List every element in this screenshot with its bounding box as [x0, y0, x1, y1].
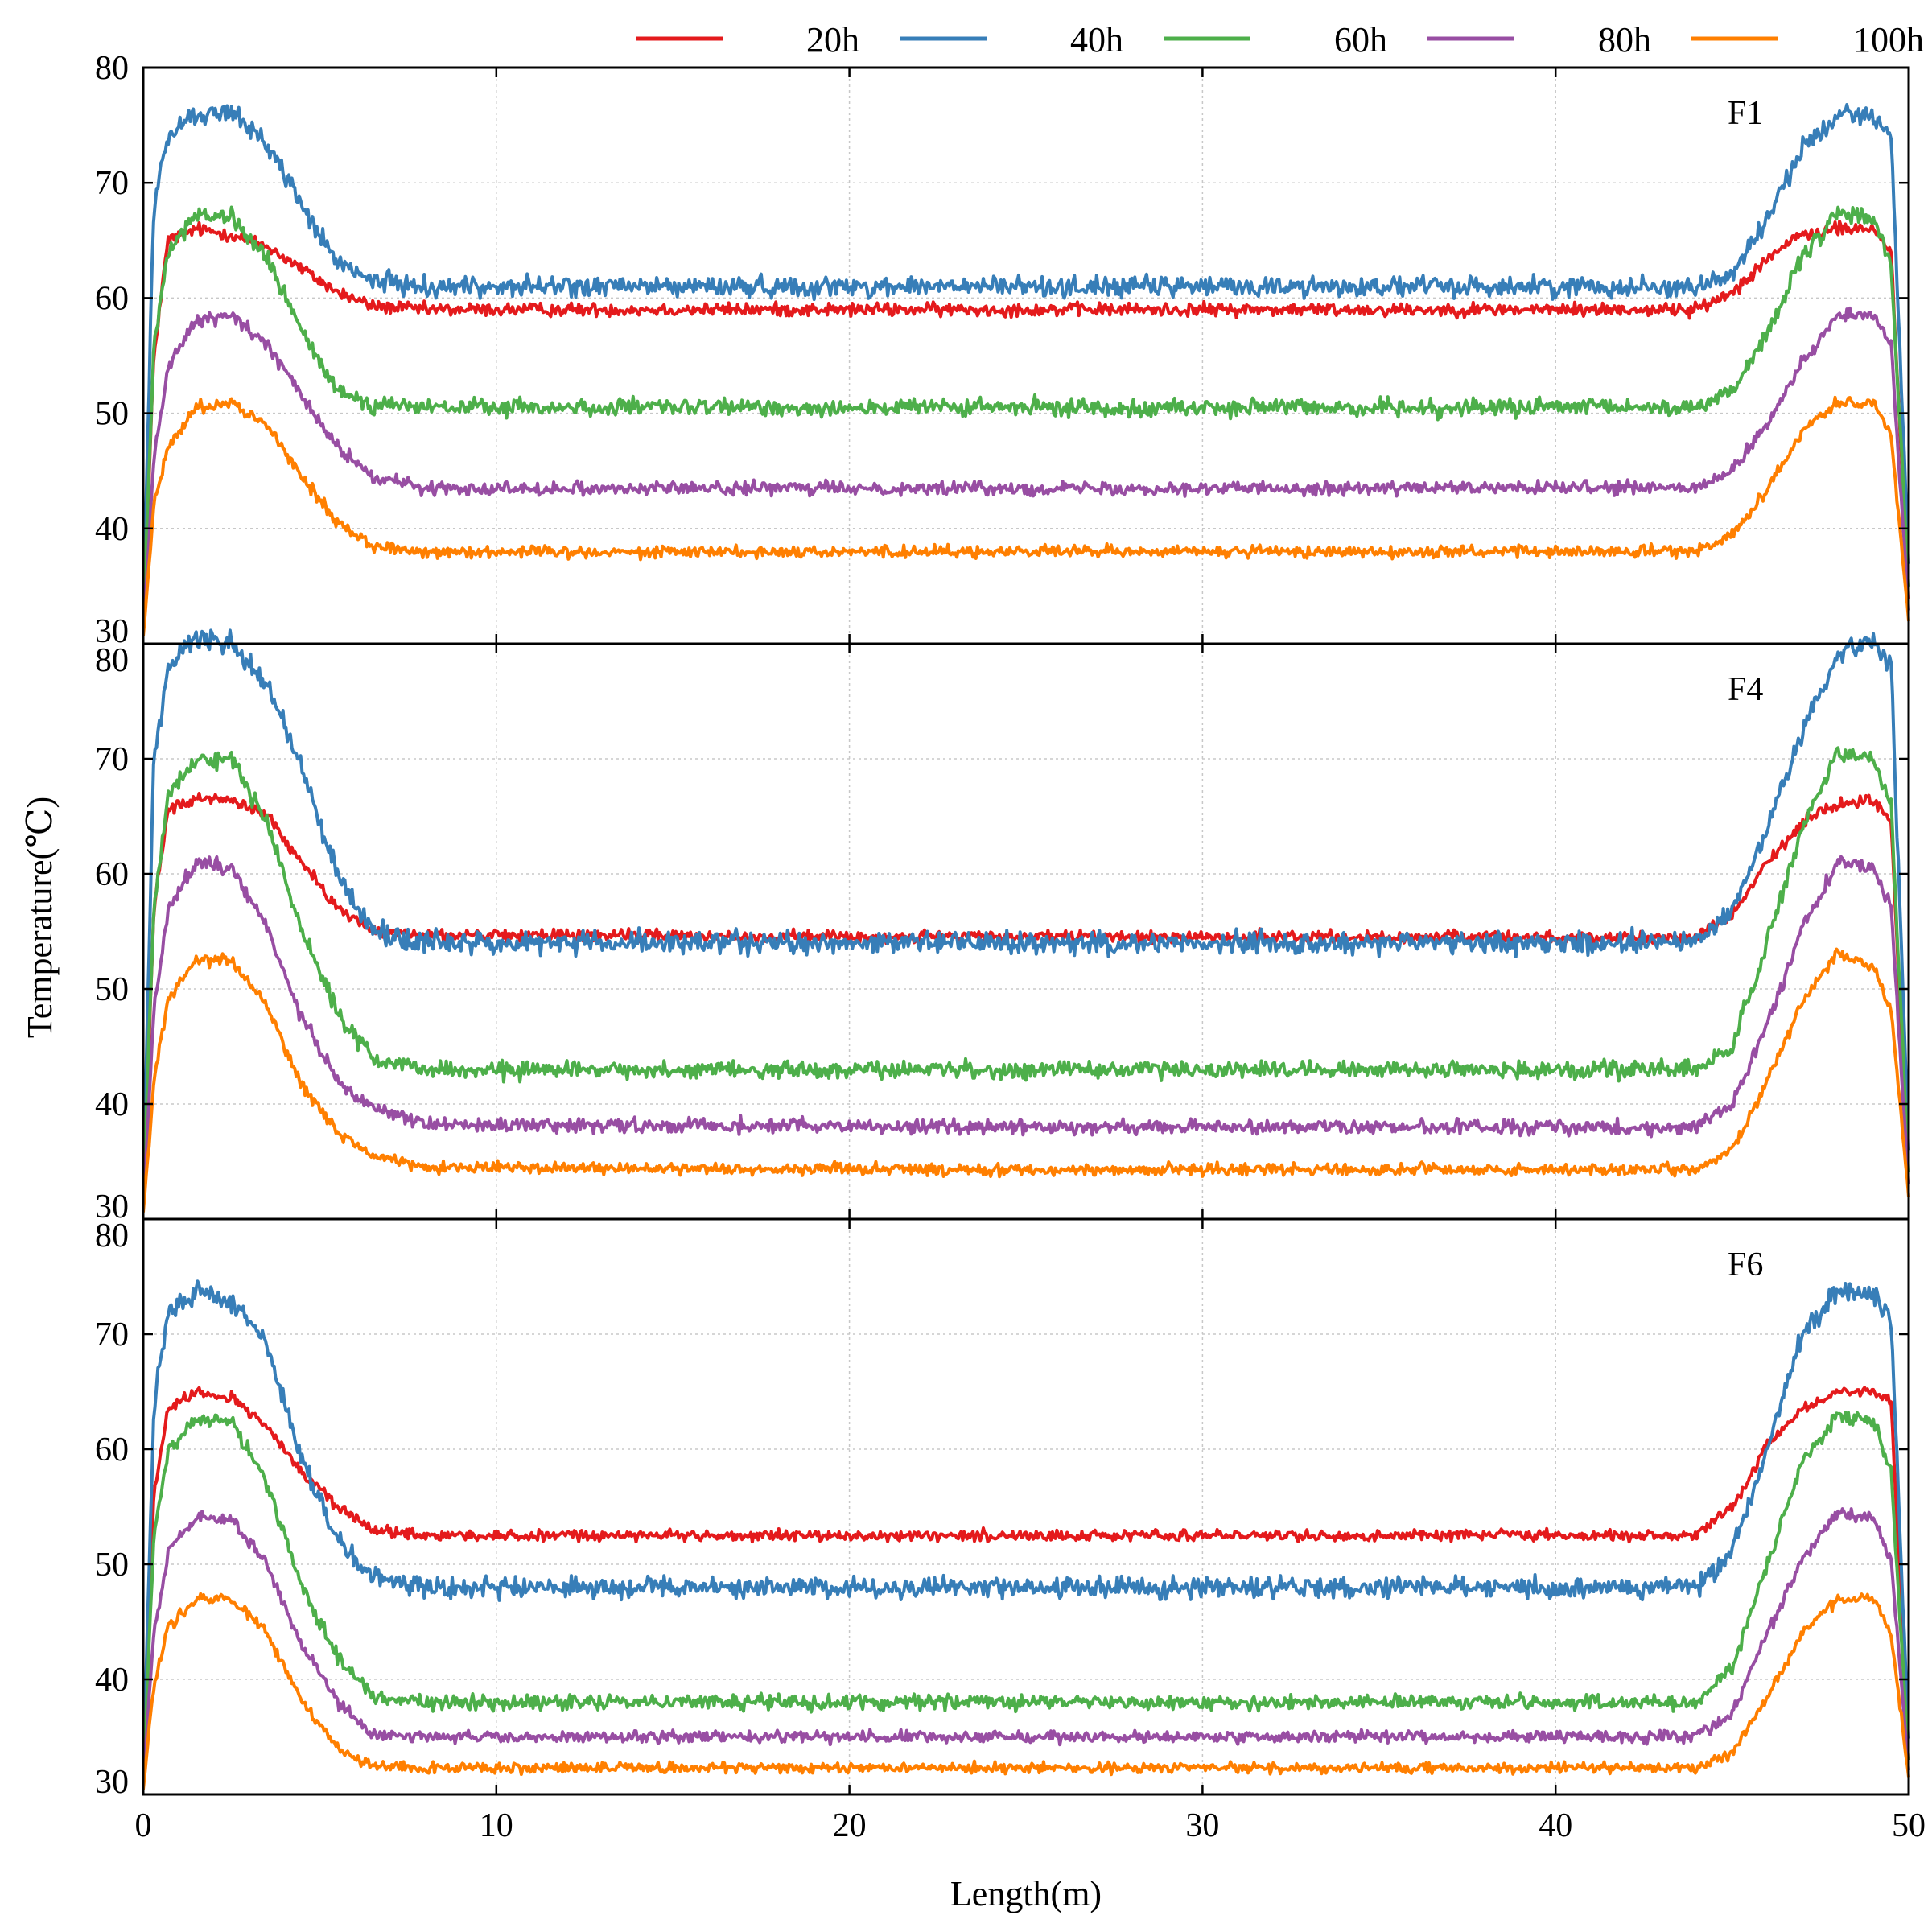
y-tick-label-f1-1: 40: [95, 511, 129, 548]
series-line-f6-100h: [142, 1592, 1910, 1790]
y-tick-label-f6-4: 70: [95, 1316, 129, 1353]
label-layer: Length(m) Temperature(℃) F1 F4 F6: [20, 95, 1763, 1913]
series-line-f6-80h: [142, 1507, 1910, 1782]
x-tick-label-5: 50: [1892, 1807, 1926, 1844]
y-tick-label-f6-0: 30: [95, 1764, 129, 1801]
y-tick-label-f4-5: 80: [95, 642, 129, 679]
panel-frame-f6: [142, 1217, 1910, 1796]
series-line-f6-20h: [142, 1386, 1910, 1783]
series-line-f4-20h: [142, 792, 1910, 1208]
panel-frame-f1: [142, 66, 1910, 645]
legend-label-40h: 40h: [1070, 20, 1123, 60]
y-tick-label-f1-3: 60: [95, 280, 129, 317]
y-tick-label-f1-4: 70: [95, 165, 129, 202]
panel-label-f4: F4: [1728, 671, 1763, 708]
y-tick-label-f6-5: 80: [95, 1217, 129, 1254]
y-tick-label-f4-0: 30: [95, 1188, 129, 1226]
x-tick-label-4: 40: [1539, 1807, 1572, 1844]
legend-label-60h: 60h: [1334, 20, 1387, 60]
series-line-f1-100h: [142, 395, 1910, 636]
x-tick-label-1: 10: [480, 1807, 513, 1844]
x-tick-label-0: 0: [135, 1807, 152, 1844]
y-tick-label-f1-0: 30: [95, 613, 129, 650]
y-tick-label-f6-3: 60: [95, 1431, 129, 1469]
panel-label-f1: F1: [1728, 95, 1763, 132]
series-line-f1-20h: [142, 220, 1910, 634]
series-line-f4-40h: [142, 628, 1910, 1185]
y-tick-label-f6-1: 40: [95, 1662, 129, 1699]
series-line-f4-60h: [142, 746, 1910, 1197]
panel-label-f6: F6: [1728, 1246, 1763, 1283]
x-tick-label-2: 20: [833, 1807, 867, 1844]
series-line-f1-40h: [142, 103, 1910, 609]
y-tick-label-f1-2: 50: [95, 396, 129, 433]
legend-label-80h: 80h: [1598, 20, 1651, 60]
legend-label-20h: 20h: [806, 20, 859, 60]
series-line-f1-60h: [142, 205, 1910, 621]
y-tick-label-f4-4: 70: [95, 741, 129, 778]
y-tick-label-f4-2: 50: [95, 971, 129, 1008]
legend-label-100h: 100h: [1853, 20, 1924, 60]
y-tick-label-f4-1: 40: [95, 1086, 129, 1123]
y-tick-label-f6-2: 50: [95, 1547, 129, 1584]
series-line-f6-60h: [142, 1411, 1910, 1779]
x-tick-label-3: 30: [1185, 1807, 1219, 1844]
y-tick-label-f4-3: 60: [95, 856, 129, 893]
series-line-f6-40h: [142, 1279, 1910, 1772]
series-line-f4-80h: [142, 855, 1910, 1209]
series-line-f1-80h: [142, 306, 1910, 632]
y-tick-label-f1-5: 80: [95, 50, 129, 87]
frame-layer: [142, 66, 1910, 1796]
x-axis-title: Length(m): [950, 1874, 1102, 1913]
series-layer: [142, 103, 1910, 1790]
series-line-f4-100h: [142, 947, 1910, 1213]
legend: 20h 40h 60h 80h 100h: [636, 20, 1924, 60]
y-axis-title: Temperature(℃): [20, 797, 60, 1038]
